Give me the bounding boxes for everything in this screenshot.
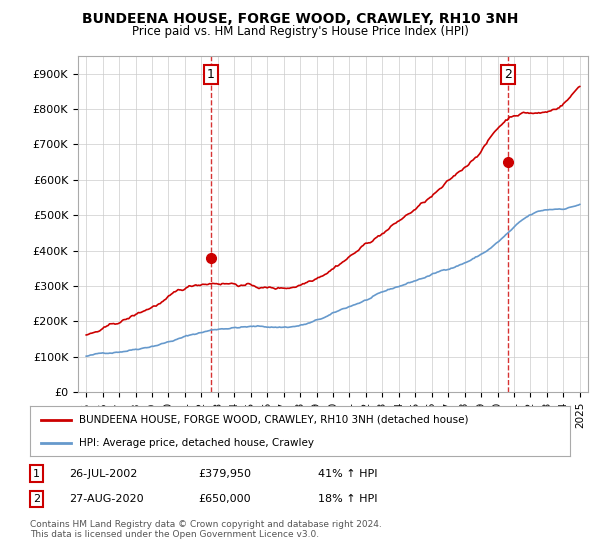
Text: £650,000: £650,000: [198, 494, 251, 504]
Text: 41% ↑ HPI: 41% ↑ HPI: [318, 469, 377, 479]
Text: 27-AUG-2020: 27-AUG-2020: [69, 494, 143, 504]
Text: Price paid vs. HM Land Registry's House Price Index (HPI): Price paid vs. HM Land Registry's House …: [131, 25, 469, 38]
Text: BUNDEENA HOUSE, FORGE WOOD, CRAWLEY, RH10 3NH: BUNDEENA HOUSE, FORGE WOOD, CRAWLEY, RH1…: [82, 12, 518, 26]
Text: 1: 1: [207, 68, 215, 81]
Text: 2: 2: [505, 68, 512, 81]
Text: 18% ↑ HPI: 18% ↑ HPI: [318, 494, 377, 504]
Text: £379,950: £379,950: [198, 469, 251, 479]
Text: HPI: Average price, detached house, Crawley: HPI: Average price, detached house, Craw…: [79, 438, 314, 448]
Text: 26-JUL-2002: 26-JUL-2002: [69, 469, 137, 479]
Text: 2: 2: [33, 494, 40, 504]
Text: Contains HM Land Registry data © Crown copyright and database right 2024.
This d: Contains HM Land Registry data © Crown c…: [30, 520, 382, 539]
Text: 1: 1: [33, 469, 40, 479]
Text: BUNDEENA HOUSE, FORGE WOOD, CRAWLEY, RH10 3NH (detached house): BUNDEENA HOUSE, FORGE WOOD, CRAWLEY, RH1…: [79, 414, 468, 424]
